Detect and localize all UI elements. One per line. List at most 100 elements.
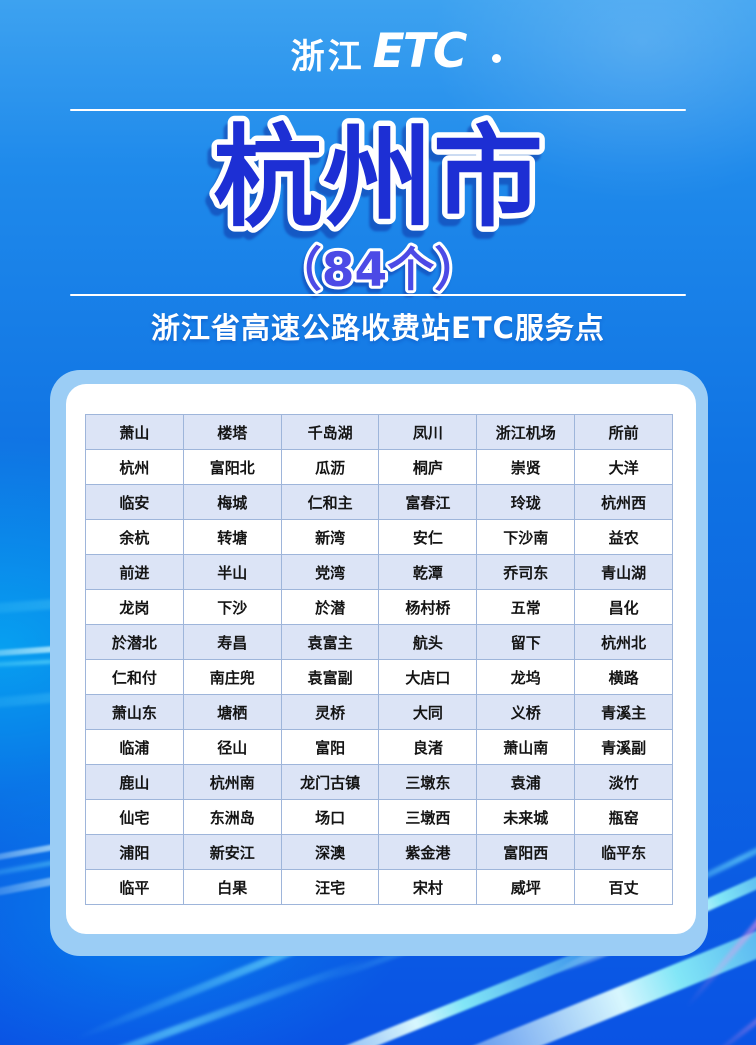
station-cell: 乔司东	[476, 554, 576, 590]
table-row: 杭州 富阳北 瓜沥 桐庐 崇贤 大洋	[85, 449, 673, 485]
zhejiang-etc-logo: 浙江 ETC	[0, 23, 756, 80]
station-cell: 浦阳	[85, 834, 184, 870]
station-cell: 崇贤	[476, 449, 576, 485]
station-cell: 三墩东	[378, 764, 478, 800]
station-cell: 塘栖	[182, 694, 282, 730]
station-cell: 袁富主	[280, 624, 380, 660]
station-cell: 富阳	[280, 729, 380, 765]
station-cell: 鹿山	[85, 764, 184, 800]
table-row: 仙宅 东洲岛 场口 三墩西 未来城 瓶窑	[85, 799, 673, 835]
station-cell: 杭州南	[182, 764, 282, 800]
station-cell: 三墩西	[378, 799, 478, 835]
table-row: 余杭 转塘 新湾 安仁 下沙南 益农	[85, 519, 673, 555]
station-cell: 所前	[574, 414, 673, 450]
station-cell: 余杭	[85, 519, 184, 555]
table-row: 龙岗 下沙 於潜 杨村桥 五常 昌化	[85, 589, 673, 625]
station-cell: 青溪主	[574, 694, 673, 730]
station-cell: 大店口	[378, 659, 478, 695]
station-cell: 梅城	[182, 484, 282, 520]
station-cell: 杭州西	[574, 484, 673, 520]
page-title: 杭州市	[213, 114, 543, 242]
station-cell: 良渚	[378, 729, 478, 765]
station-cell: 青溪副	[574, 729, 673, 765]
station-cell: 临安	[85, 484, 184, 520]
divider-bottom	[70, 294, 686, 296]
station-cell: 宋村	[378, 869, 478, 905]
station-cell: 临平	[85, 869, 184, 905]
station-cell: 千岛湖	[280, 414, 380, 450]
table-row: 临平 白果 汪宅 宋村 威坪 百丈	[85, 869, 673, 905]
station-cell: 龙坞	[476, 659, 576, 695]
logo-c-dot-icon	[492, 54, 501, 63]
station-cell: 场口	[280, 799, 380, 835]
stations-table: 萧山 楼塔 千岛湖 凤川 浙江机场 所前 杭州 富阳北 瓜沥 桐庐 崇贤 大洋 临安 梅城 仁和主 富春江 玲珑…	[85, 414, 673, 905]
station-cell: 半山	[182, 554, 282, 590]
station-cell: 龙岗	[85, 589, 184, 625]
station-cell: 转塘	[182, 519, 282, 555]
table-row: 鹿山 杭州南 龙门古镇 三墩东 袁浦 淡竹	[85, 764, 673, 800]
station-cell: 南庄兜	[182, 659, 282, 695]
station-cell: 东洲岛	[182, 799, 282, 835]
station-cell: 淡竹	[574, 764, 673, 800]
station-cell: 於潜北	[85, 624, 184, 660]
station-cell: 萧山南	[476, 729, 576, 765]
station-cell: 富春江	[378, 484, 478, 520]
station-cell: 浙江机场	[476, 414, 576, 450]
station-cell: 径山	[182, 729, 282, 765]
table-row: 萧山 楼塔 千岛湖 凤川 浙江机场 所前	[85, 414, 673, 450]
station-cell: 大同	[378, 694, 478, 730]
station-cell: 仁和主	[280, 484, 380, 520]
station-cell: 百丈	[574, 869, 673, 905]
stations-table-body: 萧山 楼塔 千岛湖 凤川 浙江机场 所前 杭州 富阳北 瓜沥 桐庐 崇贤 大洋 临安 梅城 仁和主 富春江 玲珑…	[85, 414, 673, 905]
station-cell: 威坪	[476, 869, 576, 905]
station-cell: 新湾	[280, 519, 380, 555]
station-cell: 乾潭	[378, 554, 478, 590]
station-cell: 五常	[476, 589, 576, 625]
station-cell: 汪宅	[280, 869, 380, 905]
station-cell: 袁浦	[476, 764, 576, 800]
station-cell: 寿昌	[182, 624, 282, 660]
station-cell: 凤川	[378, 414, 478, 450]
table-row: 萧山东 塘栖 灵桥 大同 义桥 青溪主	[85, 694, 673, 730]
station-cell: 杨村桥	[378, 589, 478, 625]
station-cell: 玲珑	[476, 484, 576, 520]
table-row: 仁和付 南庄兜 袁富副 大店口 龙坞 横路	[85, 659, 673, 695]
station-cell: 留下	[476, 624, 576, 660]
station-cell: 临平东	[574, 834, 673, 870]
services-card: 萧山 楼塔 千岛湖 凤川 浙江机场 所前 杭州 富阳北 瓜沥 桐庐 崇贤 大洋 临安 梅城 仁和主 富春江 玲珑…	[66, 384, 696, 934]
logo-brand-cn: 浙江	[290, 36, 365, 77]
table-row: 临安 梅城 仁和主 富春江 玲珑 杭州西	[85, 484, 673, 520]
station-cell: 航头	[378, 624, 478, 660]
station-cell: 益农	[574, 519, 673, 555]
station-cell: 昌化	[574, 589, 673, 625]
station-cell: 紫金港	[378, 834, 478, 870]
station-cell: 仁和付	[85, 659, 184, 695]
station-cell: 义桥	[476, 694, 576, 730]
station-cell: 大洋	[574, 449, 673, 485]
station-cell: 安仁	[378, 519, 478, 555]
station-count-graphic: （84个）	[272, 240, 484, 300]
station-cell: 杭州北	[574, 624, 673, 660]
station-cell: 萧山东	[85, 694, 184, 730]
station-cell: 横路	[574, 659, 673, 695]
station-cell: 杭州	[85, 449, 184, 485]
station-cell: 深澳	[280, 834, 380, 870]
table-row: 前进 半山 党湾 乾潭 乔司东 青山湖	[85, 554, 673, 590]
station-cell: 富阳西	[476, 834, 576, 870]
station-cell: 龙门古镇	[280, 764, 380, 800]
station-count: （84个）	[275, 243, 481, 298]
table-row: 临浦 径山 富阳 良渚 萧山南 青溪副	[85, 729, 673, 765]
station-cell: 桐庐	[378, 449, 478, 485]
station-cell: 下沙	[182, 589, 282, 625]
station-cell: 前进	[85, 554, 184, 590]
divider-top	[70, 109, 686, 111]
station-cell: 临浦	[85, 729, 184, 765]
station-cell: 仙宅	[85, 799, 184, 835]
page-subtitle: 浙江省高速公路收费站ETC服务点	[151, 311, 605, 345]
station-cell: 瓶窑	[574, 799, 673, 835]
logo-brand-en: ETC	[372, 23, 468, 79]
station-cell: 瓜沥	[280, 449, 380, 485]
table-row: 浦阳 新安江 深澳 紫金港 富阳西 临平东	[85, 834, 673, 870]
station-cell: 青山湖	[574, 554, 673, 590]
